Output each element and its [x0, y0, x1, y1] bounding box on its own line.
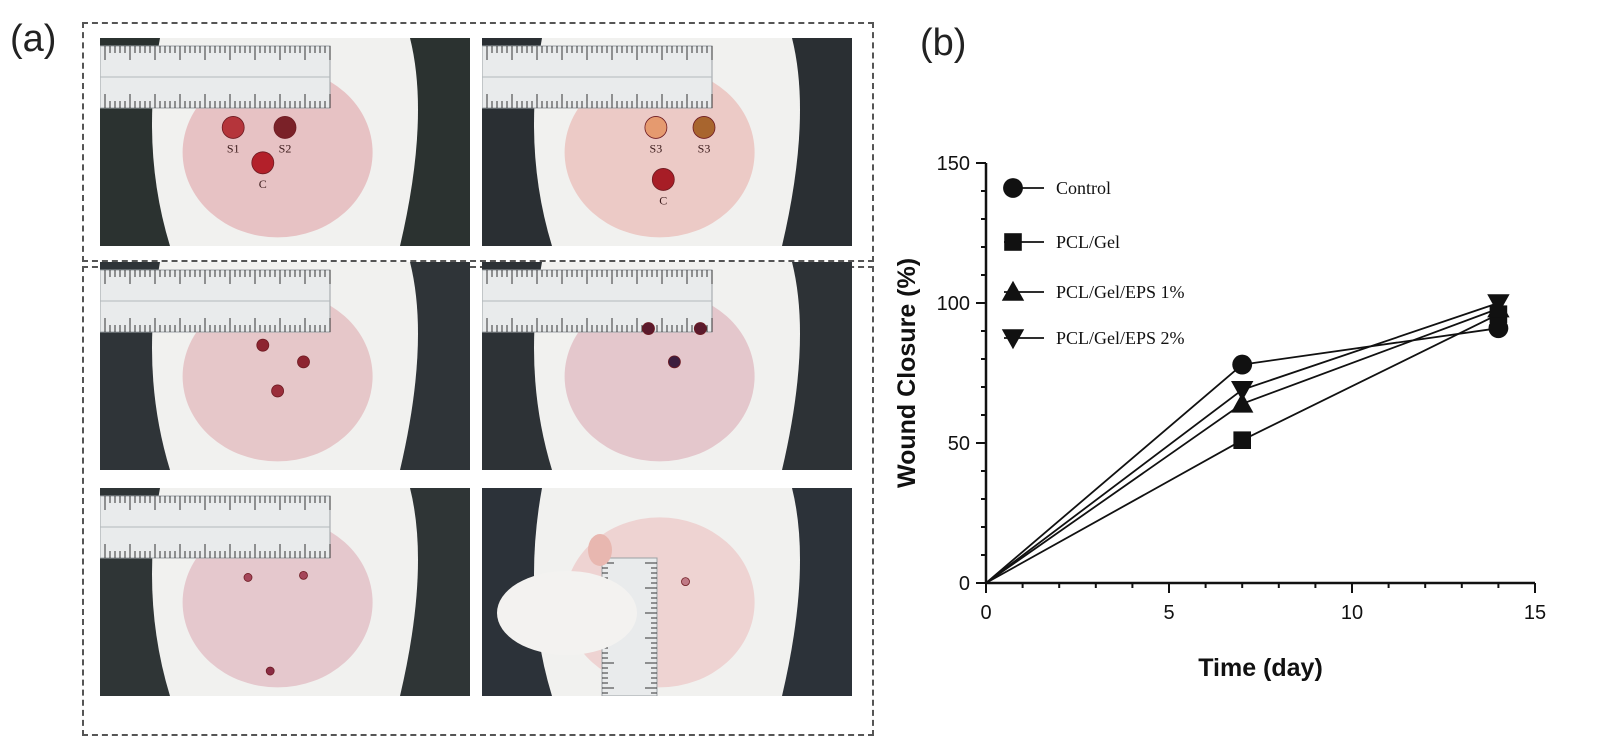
rat-head: [497, 571, 637, 655]
ruler: [482, 269, 713, 333]
chart-legend: Control PCL/Gel PCL/Gel/EPS 1% PCL/Gel/EPS …: [1001, 178, 1185, 350]
legend-label: PCL/Gel: [1056, 232, 1120, 252]
wound: [271, 384, 285, 398]
y-tick-label: 100: [937, 293, 970, 315]
wound-label: S3: [698, 141, 711, 155]
legend-entry: PCL/Gel/EPS 1%: [1001, 280, 1185, 302]
shaved-skin: [182, 291, 373, 462]
wound: [642, 322, 655, 335]
wound: [221, 116, 245, 139]
x-tick-label: 5: [1163, 602, 1174, 624]
data-point: [1232, 354, 1253, 375]
wound-label: S1: [227, 141, 240, 155]
photo-day0-left: S1 S2 C: [100, 38, 470, 246]
photo-day7-right-image: [482, 262, 852, 470]
y-tick-label: 150: [937, 153, 970, 175]
chart-series: [985, 294, 1510, 584]
chart-axes: 0 50 100 150 0 5 10 15: [937, 153, 1547, 624]
wound: [692, 116, 716, 139]
legend-entry: Control: [1003, 178, 1111, 198]
wound: [651, 168, 675, 191]
ruler: [100, 495, 331, 559]
wound: [251, 151, 275, 175]
data-point: [1231, 381, 1254, 401]
wound: [243, 573, 253, 582]
shaved-skin: [564, 291, 755, 462]
wound-label: C: [259, 177, 267, 191]
photo-day14-right-image: [482, 488, 852, 696]
wound: [681, 577, 690, 586]
y-axis-title: Wound Closure (%): [893, 258, 921, 488]
day7-day14-photo-group: [82, 266, 874, 736]
photo-day7-left-image: [100, 262, 470, 470]
wound: [693, 322, 707, 335]
shaved-skin: [182, 517, 373, 688]
ruler: [100, 45, 331, 109]
x-tick-label: 15: [1524, 602, 1546, 624]
data-point: [1488, 318, 1509, 339]
legend-entry: PCL/Gel/EPS 2%: [1001, 328, 1185, 350]
wound: [667, 355, 681, 369]
photo-day7-right: [482, 262, 852, 470]
legend-entry: PCL/Gel: [1004, 232, 1120, 252]
series-3: [985, 294, 1510, 584]
wound-label: C: [659, 193, 667, 207]
ruler: [482, 45, 713, 109]
data-point: [1231, 392, 1254, 413]
legend-label: PCL/Gel/EPS 2%: [1056, 328, 1185, 348]
x-tick-label: 10: [1341, 602, 1363, 624]
wound: [297, 355, 310, 369]
legend-marker: [1001, 280, 1025, 301]
legend-label: PCL/Gel/EPS 1%: [1056, 282, 1185, 302]
wound: [644, 116, 668, 139]
photo-day0-right-image: S3 S3 C: [482, 38, 852, 246]
wound-closure-chart: 0 50 100 150 0 5 10 15 Control PCL/Gel PCL/Gel/EP…: [880, 0, 1608, 742]
legend-marker: [1004, 233, 1022, 251]
wound-label: S3: [650, 141, 663, 155]
wound: [273, 116, 297, 139]
y-tick-label: 50: [948, 433, 970, 455]
panel-label-b: (b): [920, 22, 967, 64]
panel-label-a: (a): [10, 18, 57, 60]
data-point: [1487, 294, 1510, 315]
photo-day14-right: [482, 488, 852, 696]
wound: [265, 666, 275, 676]
shaved-skin: [564, 67, 755, 238]
photo-day14-left-image: [100, 488, 470, 696]
photo-day7-left: [100, 262, 470, 470]
legend-marker: [1001, 329, 1025, 350]
y-tick-label: 0: [959, 573, 970, 595]
x-tick-label: 0: [980, 602, 991, 624]
chart-canvas: 0 50 100 150 0 5 10 15 Control PCL/Gel PCL/Gel/EP…: [893, 153, 1547, 682]
legend-marker: [1003, 178, 1023, 198]
legend-label: Control: [1056, 178, 1111, 198]
wound-label: S2: [279, 141, 292, 155]
shaved-skin: [182, 67, 373, 238]
x-axis-title: Time (day): [1198, 654, 1323, 682]
wound: [299, 570, 308, 580]
wound: [256, 338, 270, 352]
series-0: [985, 318, 1509, 584]
rat-ear: [588, 534, 612, 566]
day0-photo-group: [82, 22, 874, 262]
ruler: [100, 269, 331, 333]
photo-day0-right: S3 S3 C: [482, 38, 852, 246]
photo-day14-left: [100, 488, 470, 696]
photo-day0-left-image: S1 S2 C: [100, 38, 470, 246]
data-point: [1233, 431, 1251, 449]
